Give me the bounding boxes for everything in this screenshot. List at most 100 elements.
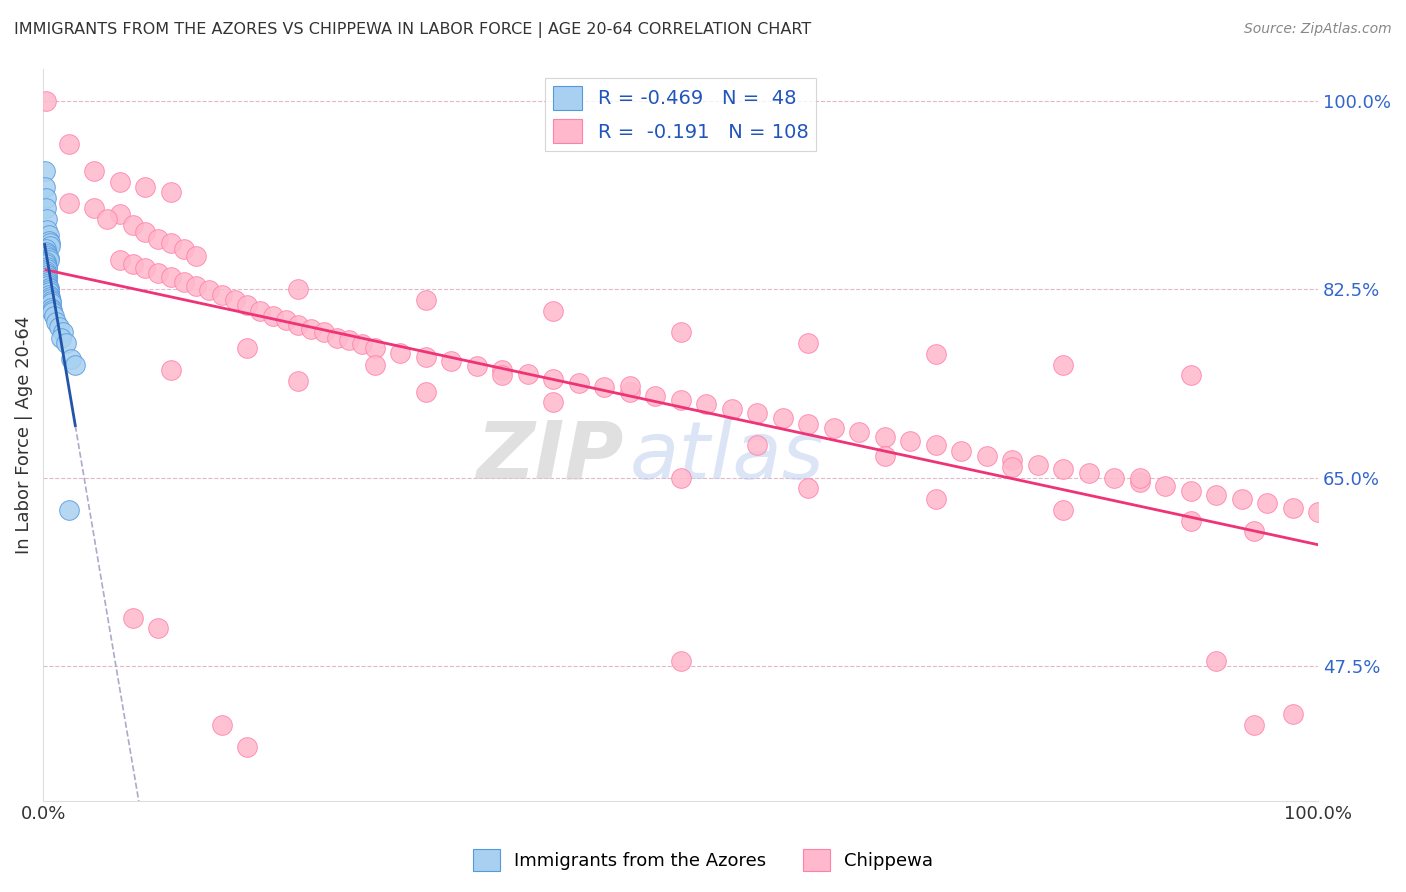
Point — [1052, 358, 1074, 372]
Point — [389, 345, 412, 359]
Point — [543, 395, 565, 409]
Point — [287, 374, 309, 388]
Point — [1052, 462, 1074, 476]
Point — [465, 359, 488, 373]
Point — [415, 350, 437, 364]
Point — [83, 202, 105, 216]
Point — [38, 285, 60, 300]
Point — [415, 384, 437, 399]
Point — [1052, 503, 1074, 517]
Point — [1308, 505, 1330, 519]
Point — [1243, 524, 1265, 539]
Point — [37, 246, 59, 260]
Point — [51, 326, 73, 340]
Point — [146, 266, 169, 280]
Point — [121, 218, 143, 232]
Point — [669, 470, 692, 484]
Point — [236, 342, 259, 356]
Point — [848, 425, 870, 440]
Point — [108, 207, 131, 221]
Point — [415, 293, 437, 307]
Point — [619, 384, 641, 399]
Text: IMMIGRANTS FROM THE AZORES VS CHIPPEWA IN LABOR FORCE | AGE 20-64 CORRELATION CH: IMMIGRANTS FROM THE AZORES VS CHIPPEWA I… — [14, 22, 811, 38]
Point — [1154, 479, 1177, 493]
Point — [695, 397, 717, 411]
Point — [669, 393, 692, 408]
Point — [121, 610, 143, 624]
Point — [873, 430, 896, 444]
Point — [58, 196, 80, 211]
Point — [797, 417, 820, 431]
Point — [38, 283, 60, 297]
Point — [352, 337, 374, 351]
Legend: Immigrants from the Azores, Chippewa: Immigrants from the Azores, Chippewa — [465, 842, 941, 879]
Point — [1077, 467, 1099, 481]
Point — [41, 302, 63, 317]
Point — [249, 303, 271, 318]
Point — [34, 180, 56, 194]
Point — [797, 336, 820, 351]
Point — [160, 363, 183, 377]
Point — [925, 492, 948, 507]
Point — [173, 275, 195, 289]
Point — [35, 257, 58, 271]
Point — [491, 363, 513, 377]
Point — [287, 282, 309, 296]
Point — [950, 443, 973, 458]
Point — [543, 303, 565, 318]
Legend: R = -0.469   N =  48, R =  -0.191   N = 108: R = -0.469 N = 48, R = -0.191 N = 108 — [546, 78, 817, 151]
Point — [491, 368, 513, 383]
Point — [287, 318, 309, 332]
Point — [42, 309, 65, 323]
Point — [58, 136, 80, 151]
Point — [211, 718, 233, 732]
Point — [873, 449, 896, 463]
Point — [38, 251, 60, 265]
Point — [37, 275, 59, 289]
Point — [35, 243, 58, 257]
Text: ZIP: ZIP — [477, 417, 623, 496]
Point — [720, 401, 742, 416]
Point — [38, 228, 60, 243]
Point — [60, 352, 83, 367]
Point — [134, 180, 156, 194]
Text: atlas: atlas — [630, 417, 824, 496]
Point — [35, 255, 58, 269]
Text: Source: ZipAtlas.com: Source: ZipAtlas.com — [1244, 22, 1392, 37]
Point — [37, 261, 59, 276]
Point — [41, 305, 63, 319]
Point — [37, 270, 59, 285]
Point — [669, 654, 692, 668]
Point — [364, 342, 387, 356]
Point — [38, 287, 60, 301]
Point — [38, 235, 60, 250]
Point — [35, 191, 58, 205]
Point — [262, 309, 284, 323]
Point — [37, 272, 59, 286]
Point — [1205, 654, 1227, 668]
Point — [898, 434, 921, 448]
Point — [669, 326, 692, 340]
Point — [51, 331, 73, 345]
Point — [1180, 514, 1202, 528]
Point — [299, 322, 322, 336]
Point — [568, 376, 591, 390]
Point — [173, 243, 195, 257]
Point — [45, 314, 67, 328]
Point — [1230, 492, 1253, 507]
Point — [747, 438, 769, 452]
Point — [146, 232, 169, 246]
Point — [337, 333, 360, 347]
Point — [1129, 475, 1152, 489]
Point — [160, 186, 183, 200]
Point — [146, 621, 169, 635]
Point — [35, 264, 58, 278]
Point — [134, 260, 156, 275]
Point — [1129, 470, 1152, 484]
Point — [198, 283, 221, 297]
Point — [1256, 496, 1278, 510]
Point — [1243, 718, 1265, 732]
Point — [364, 358, 387, 372]
Point — [1180, 368, 1202, 383]
Point — [1205, 488, 1227, 502]
